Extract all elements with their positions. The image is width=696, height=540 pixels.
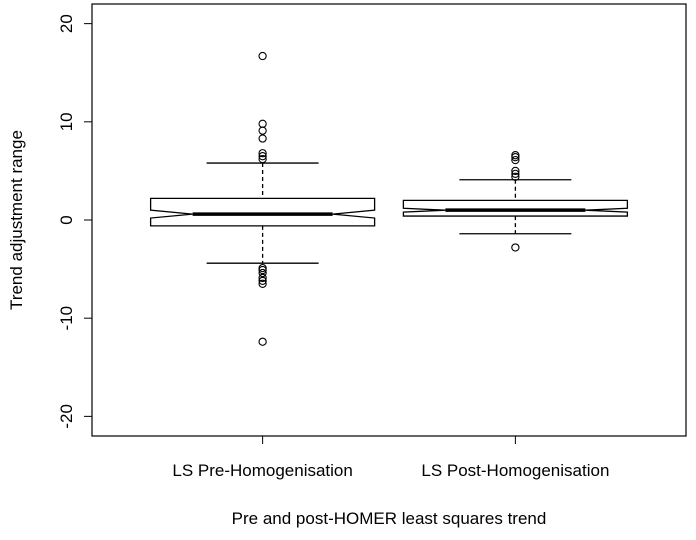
- box-group: [149, 51, 376, 346]
- y-tick-label: 20: [57, 14, 76, 33]
- outlier-point: [511, 169, 520, 179]
- outlier-point: [258, 51, 267, 61]
- outlier-point: [258, 126, 267, 135]
- outlier-point: [258, 276, 267, 286]
- outlier-point: [258, 268, 267, 278]
- outlier-point: [511, 153, 520, 162]
- x-axis: LS Pre-Homogenisation LS Post-Homogenisat…: [172, 436, 609, 480]
- outlier-point: [258, 273, 267, 283]
- outlier-point: [258, 154, 267, 164]
- y-tick-label: 0: [57, 215, 76, 224]
- box-body: [149, 197, 376, 227]
- outlier-point: [258, 279, 267, 288]
- outlier-point: [511, 172, 520, 181]
- y-axis-label: Trend adjustment range: [7, 130, 26, 310]
- outlier-point: [511, 166, 520, 176]
- boxes-layer: [149, 51, 629, 346]
- x-tick-label: LS Post-Homogenisation: [421, 461, 609, 480]
- y-axis: -20 -10 0 10 20: [57, 14, 92, 429]
- outlier-point: [258, 152, 267, 161]
- x-axis-label: Pre and post-HOMER least squares trend: [232, 509, 547, 528]
- outlier-point: [258, 265, 267, 275]
- outlier-point: [258, 119, 267, 128]
- y-tick-label: 10: [57, 112, 76, 131]
- x-tick-label: LS Pre-Homogenisation: [172, 461, 352, 480]
- box-group: [402, 151, 629, 252]
- box-body: [402, 199, 629, 217]
- outlier-point: [511, 155, 520, 165]
- y-tick-label: -10: [57, 306, 76, 331]
- outlier-point: [258, 134, 267, 143]
- outlier-point: [511, 243, 520, 252]
- y-tick-label: -20: [57, 404, 76, 429]
- outlier-point: [258, 337, 267, 346]
- outlier-point: [258, 149, 267, 158]
